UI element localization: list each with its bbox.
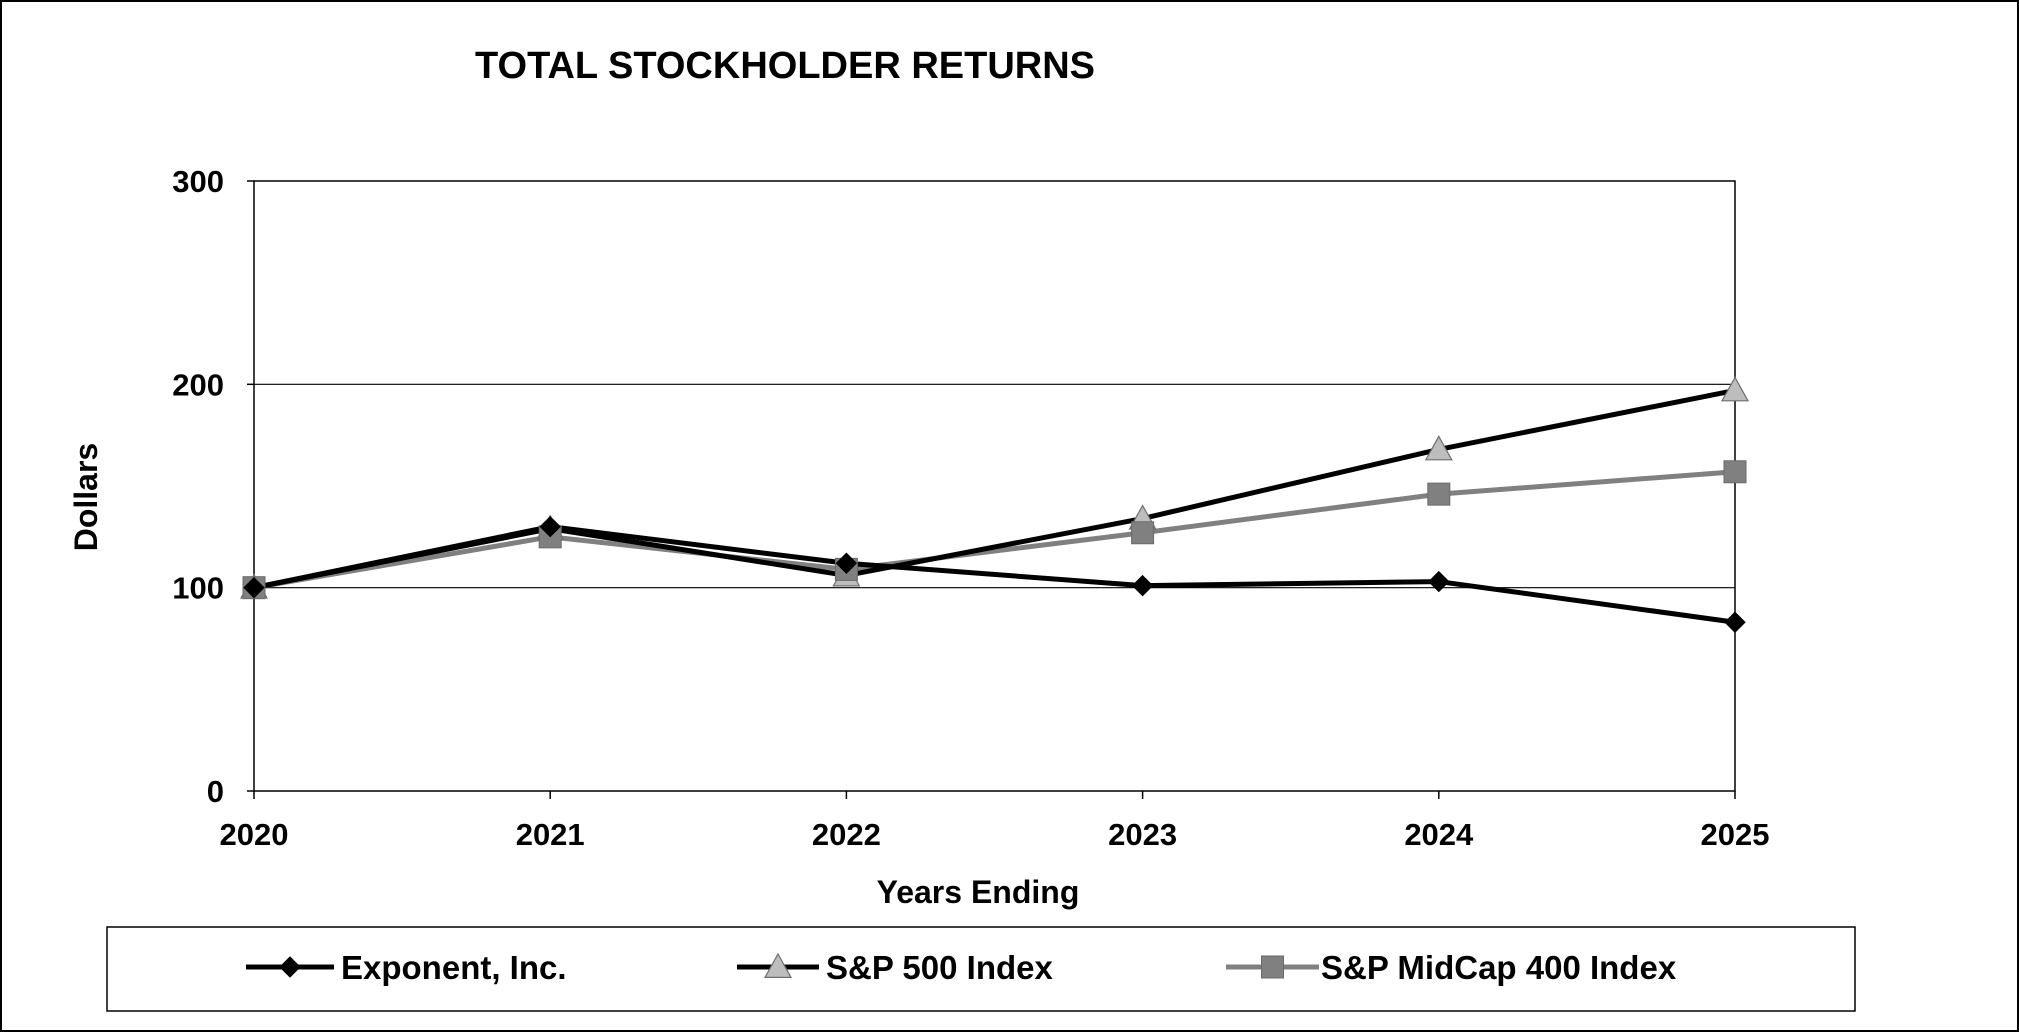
x-tick-label: 2023: [1108, 817, 1177, 852]
data-point-sp500: [1424, 435, 1453, 461]
x-axis-title: Years Ending: [877, 874, 1080, 910]
y-tick-label: 100: [172, 571, 224, 606]
axes: [247, 180, 1736, 799]
y-tick-label: 200: [172, 367, 224, 402]
x-tick-label: 2024: [1404, 817, 1474, 852]
data-point-exponent: [1428, 570, 1450, 593]
x-tick-label: 2025: [1701, 817, 1770, 852]
data-point-sp-midcap-400: [1131, 521, 1155, 545]
plot-area: [253, 180, 1736, 792]
y-tick-label: 300: [172, 164, 224, 199]
legend-label-sp-midcap-400: S&P MidCap 400 Index: [1321, 949, 1677, 986]
y-axis-title: Dollars: [68, 443, 104, 551]
legend-label-exponent: Exponent, Inc.: [341, 949, 567, 986]
data-point-sp-midcap-400: [1427, 482, 1451, 506]
legend-marker-exponent: [279, 956, 301, 978]
x-tick-label: 2020: [220, 817, 289, 852]
data-point-exponent: [1131, 574, 1154, 597]
chart-title: TOTAL STOCKHOLDER RETURNS: [475, 45, 1095, 87]
legend: Exponent, Inc. S&P 500 Index S&P MidCap 40…: [246, 949, 1677, 986]
data-point-exponent: [539, 515, 561, 538]
legend-marker-sp500: [763, 952, 793, 979]
data-point-exponent: [243, 576, 265, 599]
legend-marker-sp-midcap-400: [1261, 955, 1284, 979]
series-line-exponent: [253, 524, 1736, 625]
data-point-sp500: [1720, 376, 1750, 402]
data-point-sp-midcap-400: [1723, 460, 1747, 484]
series-line-sp-midcap-400: [253, 469, 1736, 591]
x-tick-label: 2022: [812, 817, 881, 852]
x-tick-labels: 2020 2021 2022 2023 2024 2025: [220, 817, 1770, 852]
data-point-exponent: [1724, 611, 1746, 633]
y-tick-labels: 0 100 200 300: [172, 164, 224, 809]
legend-box: [106, 926, 1856, 1012]
x-tick-label: 2021: [516, 817, 585, 852]
data-point-exponent: [835, 552, 858, 574]
legend-label-sp500: S&P 500 Index: [826, 949, 1053, 986]
series-lines: [253, 387, 1736, 625]
y-tick-label: 0: [207, 774, 224, 809]
series-markers: [239, 376, 1750, 633]
